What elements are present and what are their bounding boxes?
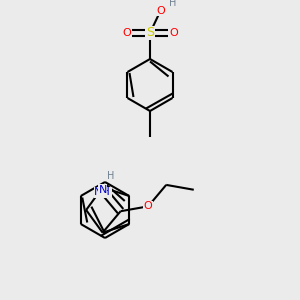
Text: O: O xyxy=(144,201,153,211)
Text: O: O xyxy=(169,28,178,38)
Text: NH: NH xyxy=(94,187,111,197)
Text: H: H xyxy=(169,0,176,8)
Text: N: N xyxy=(98,185,107,195)
Text: O: O xyxy=(156,6,165,16)
Text: S: S xyxy=(146,26,154,40)
Text: H: H xyxy=(107,171,114,181)
Text: O: O xyxy=(122,28,131,38)
